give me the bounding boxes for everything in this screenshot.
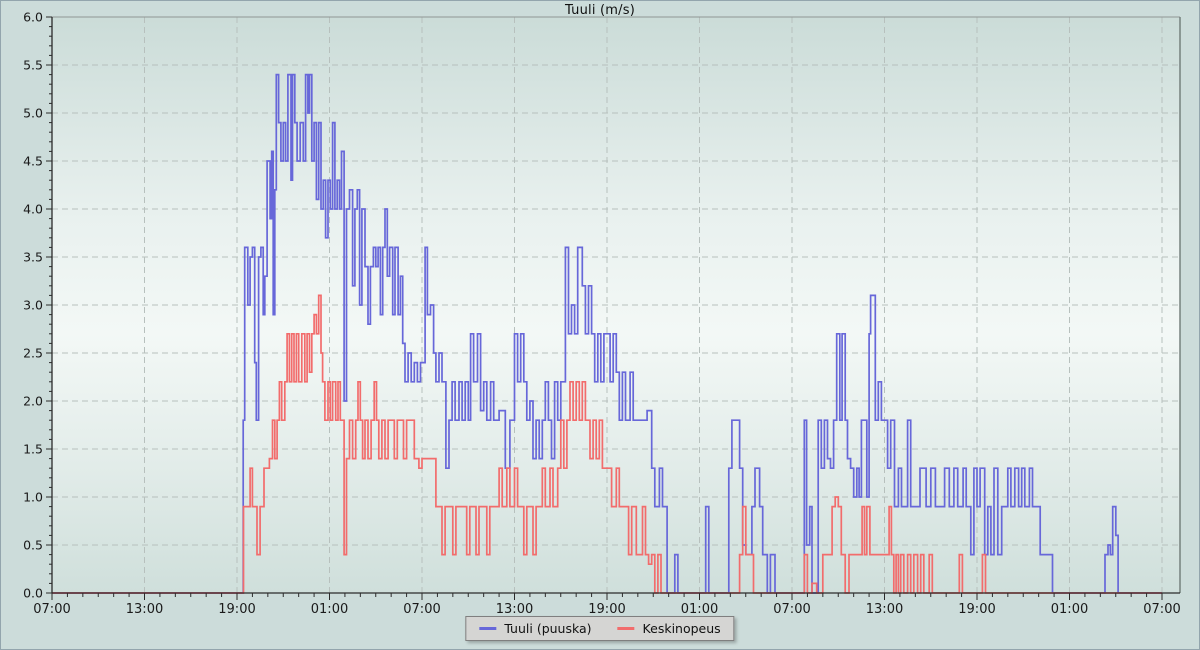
gust-series-line	[52, 73, 1162, 594]
y-tick-label: 6.0	[23, 10, 43, 25]
y-tick-label: 5.0	[23, 106, 43, 121]
chart-legend: Tuuli (puuska) Keskinopeus	[465, 616, 735, 641]
y-tick-label: 0.0	[23, 586, 43, 601]
y-tick-label: 4.0	[23, 202, 43, 217]
y-tick-label: 0.5	[23, 538, 43, 553]
x-tick-label: 13:00	[126, 602, 163, 617]
x-tick-label: 19:00	[218, 602, 255, 617]
legend-label-gust: Tuuli (puuska)	[504, 621, 592, 636]
x-tick-label: 07:00	[403, 602, 440, 617]
x-tick-label: 01:00	[311, 602, 348, 617]
y-tick-label: 2.0	[23, 394, 43, 409]
x-tick-label: 07:00	[773, 602, 810, 617]
y-tick-label: 3.5	[23, 250, 43, 265]
chart-title: Tuuli (m/s)	[565, 3, 635, 18]
x-tick-label: 07:00	[33, 602, 70, 617]
x-tick-label: 01:00	[1051, 602, 1088, 617]
y-tick-label: 1.5	[23, 442, 43, 457]
legend-item-avg: Keskinopeus	[617, 621, 721, 636]
x-tick-label: 19:00	[588, 602, 625, 617]
gust-line-swatch-icon	[479, 627, 497, 630]
y-tick-label: 4.5	[23, 154, 43, 169]
x-tick-label: 13:00	[496, 602, 533, 617]
y-tick-label: 3.0	[23, 298, 43, 313]
y-tick-label: 2.5	[23, 346, 43, 361]
y-tick-label: 1.0	[23, 490, 43, 505]
avg-line-swatch-icon	[617, 627, 635, 630]
legend-label-avg: Keskinopeus	[642, 621, 721, 636]
avg-series-line	[52, 294, 1162, 594]
x-tick-label: 13:00	[866, 602, 903, 617]
legend-item-gust: Tuuli (puuska)	[479, 621, 592, 636]
x-tick-label: 07:00	[1143, 602, 1180, 617]
y-tick-label: 5.5	[23, 58, 43, 73]
x-tick-label: 19:00	[958, 602, 995, 617]
x-tick-label: 01:00	[681, 602, 718, 617]
